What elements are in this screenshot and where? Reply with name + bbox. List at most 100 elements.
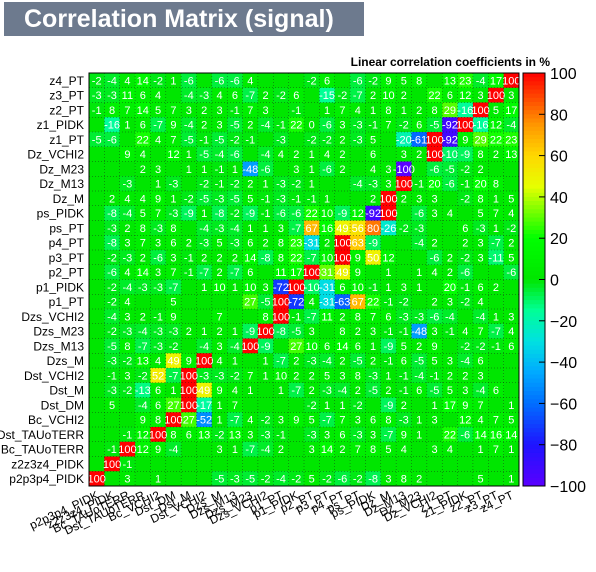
heatmap-cell <box>411 456 428 472</box>
cell-value-label: 3 <box>247 429 253 441</box>
cell-value-label: 1 <box>263 356 269 368</box>
heatmap-cell <box>89 102 105 118</box>
heatmap-cell <box>411 294 428 310</box>
y-tick-label: p3_PT <box>49 251 85 265</box>
heatmap-cell <box>227 309 243 325</box>
heatmap-cell <box>288 235 305 251</box>
heatmap-cell <box>104 456 121 472</box>
cell-value-label: -7 <box>245 90 255 102</box>
heatmap-cell <box>503 73 520 89</box>
cell-value-label: 4 <box>324 149 330 161</box>
heatmap-cell <box>304 323 320 339</box>
cell-value-label: -2 <box>460 193 470 205</box>
cell-value-label: 3 <box>278 223 284 235</box>
heatmap-cell <box>273 397 289 413</box>
heatmap-cell <box>257 309 274 325</box>
cell-value-label: -4 <box>261 120 271 132</box>
cell-value-label: 3 <box>309 444 315 456</box>
heatmap-cell <box>119 117 136 133</box>
cell-value-label: -3 <box>353 134 363 146</box>
heatmap-cell <box>135 220 151 236</box>
cell-value-label: -7 <box>230 415 240 427</box>
heatmap-cell <box>242 264 259 280</box>
cell-value-label: 2 <box>339 134 345 146</box>
heatmap-cell <box>150 132 167 148</box>
heatmap-cell <box>319 146 336 162</box>
cell-value-label: 3 <box>462 385 468 397</box>
cell-value-label: 23 <box>290 238 302 250</box>
cell-value-label: 8 <box>170 223 176 235</box>
heatmap-cell <box>273 87 289 103</box>
cell-value-label: 1 <box>309 164 315 176</box>
cell-value-label: 3 <box>216 444 222 456</box>
cell-value-label: 80 <box>367 223 379 235</box>
cell-value-label: -26 <box>381 223 397 235</box>
heatmap-cell <box>488 323 504 339</box>
cell-value-label: -3 <box>153 326 163 338</box>
cell-value-label: 2 <box>339 149 345 161</box>
heatmap-cell <box>227 441 243 457</box>
heatmap-cell <box>488 205 504 221</box>
heatmap-cell <box>150 235 167 251</box>
cell-value-label: 4 <box>278 149 284 161</box>
heatmap-cell <box>472 250 489 266</box>
heatmap-cell <box>304 250 320 266</box>
cell-value-label: 10 <box>306 341 318 353</box>
cell-value-label: -1 <box>384 356 394 368</box>
palette-band <box>523 89 545 95</box>
z-tick-label: −40 <box>550 355 577 372</box>
heatmap-cell <box>135 250 151 266</box>
heatmap-cell <box>288 250 305 266</box>
cell-value-label: 3 <box>370 326 376 338</box>
cell-value-label: 8 <box>431 105 437 117</box>
cell-value-label: 3 <box>216 341 222 353</box>
heatmap-cell <box>150 294 167 310</box>
heatmap-cell <box>196 294 213 310</box>
cell-value-label: -7 <box>353 90 363 102</box>
y-tick-label: z3_PT <box>49 89 84 103</box>
cell-value-label: -6 <box>322 120 332 132</box>
cell-value-label: 3 <box>278 415 284 427</box>
heatmap-cell <box>472 191 489 207</box>
cell-value-label: 1 <box>263 223 269 235</box>
heatmap-cell <box>135 279 151 295</box>
cell-value-label: 2 <box>401 400 407 412</box>
heatmap-cell <box>273 73 289 89</box>
heatmap-cell <box>150 250 167 266</box>
palette-band <box>523 151 545 157</box>
palette-band <box>523 477 545 483</box>
heatmap-cell <box>457 220 474 236</box>
cell-value-label: -1 <box>384 297 394 309</box>
heatmap-cell <box>196 220 213 236</box>
heatmap-cell <box>165 471 182 487</box>
heatmap-cell <box>257 73 274 89</box>
palette-band <box>523 320 545 326</box>
cell-value-label: 8 <box>263 311 269 323</box>
heatmap-cell <box>304 191 320 207</box>
heatmap-cell <box>380 279 397 295</box>
heatmap-cell <box>365 73 382 89</box>
heatmap-cell <box>104 338 121 354</box>
heatmap-cell <box>89 132 105 148</box>
cell-value-label: 13 <box>137 356 149 368</box>
heatmap-cell <box>273 309 289 325</box>
cell-value-label: 3 <box>186 105 192 117</box>
cell-value-label: 3 <box>216 105 222 117</box>
cell-value-label: -3 <box>169 179 179 191</box>
heatmap-cell <box>196 338 213 354</box>
y-tick-label: p4_PT <box>49 236 85 250</box>
heatmap-cell <box>242 471 259 487</box>
x-axis-labels: p2p3p4_PIDKz2z3z4_PIDKBc_TAUoTERRDst_TAU… <box>27 488 516 538</box>
cell-value-label: 1 <box>324 105 330 117</box>
cell-value-label: -7 <box>322 415 332 427</box>
cell-value-label: 6 <box>401 356 407 368</box>
cell-value-label: 1 <box>170 385 176 397</box>
cell-value-label: 2 <box>401 193 407 205</box>
heatmap-cell <box>503 117 520 133</box>
heatmap-cell <box>135 456 151 472</box>
heatmap-cell <box>426 323 443 339</box>
cell-value-label: -1 <box>261 208 271 220</box>
heatmap-cell <box>288 146 305 162</box>
heatmap-cell <box>165 456 182 472</box>
heatmap-cell <box>288 323 305 339</box>
